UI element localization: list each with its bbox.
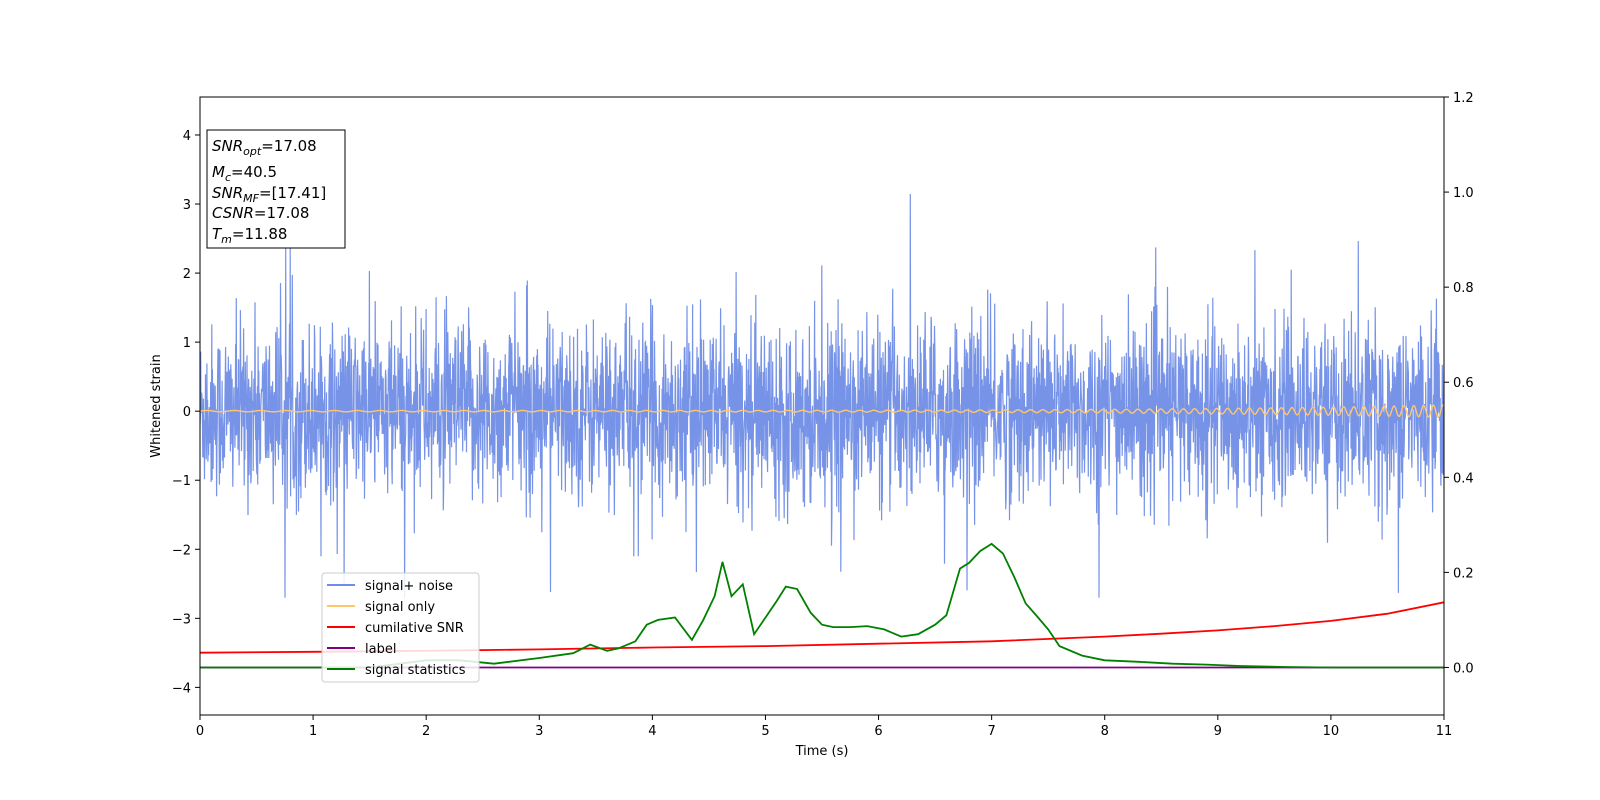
y2-tick-label: 1.2	[1453, 91, 1474, 106]
y-axis-label: Whitened strain	[149, 354, 164, 457]
x-tick-label: 0	[196, 724, 204, 739]
y-tick-label: 2	[183, 267, 191, 282]
y-tick-label: 3	[183, 198, 191, 213]
svg-text:signal only: signal only	[365, 600, 435, 615]
y-tick-label: −3	[172, 612, 191, 627]
legend-item-label: label	[327, 642, 396, 657]
y2-tick-label: 1.0	[1453, 186, 1474, 201]
x-tick-label: 2	[422, 724, 430, 739]
y2-tick-label: 0.0	[1453, 661, 1474, 676]
x-tick-label: 7	[987, 724, 995, 739]
csnr-text: CSNR=17.08	[212, 204, 309, 222]
x-tick-label: 5	[761, 724, 769, 739]
mc-text: Mc=40.5	[212, 163, 277, 184]
x-tick-label: 11	[1436, 724, 1453, 739]
series-signal-only	[200, 404, 1444, 419]
y-tick-label: 1	[183, 336, 191, 351]
svg-text:cumilative SNR: cumilative SNR	[365, 621, 464, 636]
svg-text:signal statistics: signal statistics	[365, 663, 466, 678]
series-signal-noise	[200, 193, 1444, 598]
svg-text:label: label	[365, 642, 396, 657]
y-tick-label: −4	[172, 681, 191, 696]
x-axis-label: Time (s)	[795, 744, 849, 759]
y-tick-label: 4	[183, 129, 191, 144]
y2-tick-label: 0.8	[1453, 281, 1474, 296]
svg-text:signal+ noise: signal+ noise	[365, 579, 453, 594]
tm-text: Tm=11.88	[212, 225, 287, 246]
y-axis-left: −4 −3 −2 −1 0 1 2 3 4	[172, 129, 200, 696]
legend: signal+ noise signal only cumilative SNR…	[321, 572, 480, 683]
x-tick-label: 4	[648, 724, 656, 739]
y2-tick-label: 0.6	[1453, 376, 1474, 391]
plot-frame	[199, 96, 1445, 716]
legend-item-signal-statistics: signal statistics	[327, 663, 466, 678]
y-axis-right: 0.0 0.2 0.4 0.6 0.8 1.0 1.2	[1444, 91, 1474, 676]
snr-opt-text: SNRopt=17.08	[212, 137, 317, 158]
y2-tick-label: 0.2	[1453, 566, 1474, 581]
x-tick-label: 9	[1214, 724, 1222, 739]
y-tick-label: −1	[172, 474, 191, 489]
legend-item-signal-noise: signal+ noise	[327, 579, 453, 594]
y2-tick-label: 0.4	[1453, 471, 1474, 486]
y-tick-label: −2	[172, 543, 191, 558]
info-box: SNRopt=17.08 Mc=40.5 SNRMF=[17.41] CSNR=…	[206, 129, 346, 249]
snr-mf-text: SNRMF=[17.41]	[212, 184, 326, 205]
legend-item-cumulative-snr: cumilative SNR	[327, 621, 464, 636]
x-tick-label: 6	[874, 724, 882, 739]
x-axis: 0 1 2 3 4 5 6 7 8 9 10 11	[196, 715, 1452, 739]
x-tick-label: 3	[535, 724, 543, 739]
x-tick-label: 8	[1101, 724, 1109, 739]
legend-item-signal-only: signal only	[327, 600, 435, 615]
x-tick-label: 10	[1323, 724, 1340, 739]
y-tick-label: 0	[183, 405, 191, 420]
x-tick-label: 1	[309, 724, 317, 739]
series-signal-statistics	[200, 542, 1444, 669]
